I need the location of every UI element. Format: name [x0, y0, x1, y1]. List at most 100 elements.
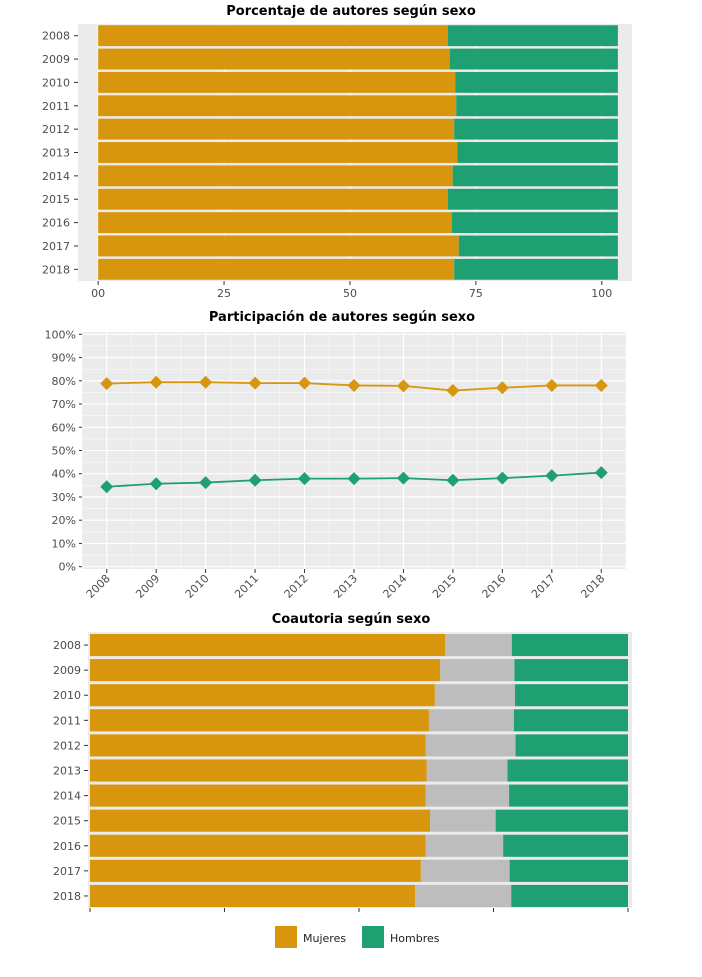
chart3-y-tick-label: 2014 [53, 790, 81, 803]
chart3-y-tick-label: 2010 [53, 689, 81, 702]
legend: Mujeres Hombres [275, 926, 440, 948]
chart2-point-mujeres [100, 377, 114, 391]
chart2-x-tick-label: 2009 [133, 572, 162, 601]
chart3-bar-mujeres [90, 684, 435, 707]
chart3-bar-hombres [509, 784, 628, 807]
chart3-y-tick-label: 2018 [53, 890, 81, 903]
chart1-bar-mujeres [98, 118, 455, 140]
chart2-point-hombres [446, 473, 460, 487]
chart3-y-tick-label: 2013 [53, 765, 81, 778]
chart3-bar-otro [420, 859, 510, 882]
chart2-title: Participación de autores según sexo [209, 310, 475, 325]
chart3: Coautoria según sexo 2008 2009 2010 2011 201… [53, 612, 632, 912]
chart1-y-tick-label: 2015 [42, 193, 70, 206]
chart2-point-hombres [495, 471, 509, 485]
chart2-x-tick-label: 2008 [84, 572, 113, 601]
chart3-bar-otro [425, 834, 504, 857]
chart1-bar-hombres [457, 142, 618, 163]
chart3-bar-otro [425, 784, 510, 807]
chart2-y-tick-label: 80% [52, 375, 76, 388]
chart1-y-tick-label: 2012 [42, 123, 70, 136]
chart3-bar-otro [426, 759, 508, 782]
chart1-y-tick-label: 2009 [42, 53, 70, 66]
chart2-point-mujeres [149, 375, 163, 389]
chart1-y-tick-label: 2008 [42, 30, 70, 43]
chart1-y-tick-label: 2017 [42, 240, 70, 253]
chart2-y-tick-label: 40% [52, 468, 76, 481]
chart3-bar-mujeres [90, 709, 429, 732]
chart3-bar-hombres [514, 659, 628, 682]
chart3-bar-otro [434, 684, 516, 707]
chart1-y-tick-label: 2014 [42, 170, 70, 183]
chart1-bar-mujeres [98, 235, 459, 257]
chart3-bar-hombres [513, 709, 628, 732]
chart1-bar-mujeres [98, 212, 452, 234]
chart2-y-tick-label: 60% [52, 421, 76, 434]
chart2-y-tick-labels: 0% 10% 20% 30% 40% 50% 60% 70% 80% 90% 100% [45, 328, 82, 574]
chart1-y-tick-label: 2011 [42, 100, 70, 113]
chart3-bar-hombres [507, 759, 628, 782]
chart1-bar-hombres [452, 165, 618, 187]
chart3-bar-hombres [511, 884, 628, 907]
chart1-bar-hombres [449, 48, 618, 70]
chart2-x-tick-label: 2012 [282, 572, 311, 601]
chart2-gridlines [81, 332, 627, 569]
chart1-x-tick-label: 75 [469, 287, 483, 300]
chart3-bar-hombres [495, 809, 628, 832]
chart3-bar-mujeres [90, 734, 426, 757]
chart1-y-tick-label: 2010 [42, 76, 70, 89]
chart3-y-tick-label: 2016 [53, 840, 81, 853]
chart3-y-tick-label: 2017 [53, 865, 81, 878]
chart1-bar-hombres [451, 212, 618, 234]
chart3-bar-otro [425, 734, 516, 757]
chart2-x-tick-label: 2013 [331, 572, 360, 601]
chart2-point-mujeres [545, 378, 559, 392]
chart2-series [100, 375, 608, 494]
chart2-point-mujeres [396, 379, 410, 393]
chart2-point-hombres [396, 471, 410, 485]
chart1-bar-mujeres [98, 142, 458, 163]
chart3-title: Coautoria según sexo [272, 612, 431, 627]
legend-label-hombres: Hombres [390, 932, 440, 945]
chart2-x-tick-label: 2011 [232, 572, 261, 601]
chart2-point-hombres [298, 472, 312, 486]
chart1-y-tick-label: 2013 [42, 147, 70, 160]
chart2-point-mujeres [495, 381, 509, 395]
chart3-y-tick-label: 2008 [53, 639, 81, 652]
chart1-bar-mujeres [98, 165, 453, 187]
legend-key-mujeres [275, 926, 297, 948]
chart3-bar-mujeres [90, 634, 446, 657]
chart2-point-mujeres [248, 376, 262, 390]
chart3-bar-otro [414, 884, 512, 907]
chart3-bar-mujeres [90, 809, 431, 832]
chart2-point-hombres [594, 466, 608, 480]
chart1: Porcentaje de autores según sexo 2008 200… [42, 4, 632, 300]
chart3-x-ticks [89, 908, 629, 912]
chart2-y-tick-label: 10% [52, 537, 76, 550]
chart1-bar-hombres [454, 258, 618, 280]
chart1-bar-mujeres [98, 48, 450, 70]
chart2: Participación de autores según sexo 0% 10… [45, 310, 627, 601]
chart1-x-tick-label: 50 [343, 287, 357, 300]
chart3-bar-mujeres [90, 834, 426, 857]
chart1-title: Porcentaje de autores según sexo [226, 4, 476, 19]
chart2-x-tick-labels: 2008 2009 2010 2011 2012 2013 2014 2015 2016 2017… [84, 569, 607, 601]
chart1-x-tick-labels: 00 25 50 75 100 [91, 281, 612, 300]
chart1-bar-mujeres [98, 95, 457, 117]
chart2-y-tick-label: 100% [45, 328, 76, 341]
chart2-point-mujeres [446, 384, 460, 398]
chart3-bar-hombres [515, 734, 628, 757]
chart1-y-tick-label: 2016 [42, 217, 70, 230]
chart1-bar-mujeres [98, 71, 456, 93]
chart2-x-tick-label: 2016 [479, 572, 508, 601]
chart2-x-tick-label: 2015 [430, 572, 459, 601]
chart1-bar-hombres [454, 118, 618, 140]
chart2-point-mujeres [347, 378, 361, 392]
chart3-bar-otro [445, 634, 512, 657]
chart2-x-tick-label: 2014 [381, 572, 410, 601]
chart3-bar-hombres [509, 859, 628, 882]
chart3-bar-otro [430, 809, 496, 832]
chart2-y-tick-label: 90% [52, 352, 76, 365]
chart2-point-hombres [100, 480, 114, 494]
chart2-point-mujeres [199, 375, 213, 389]
